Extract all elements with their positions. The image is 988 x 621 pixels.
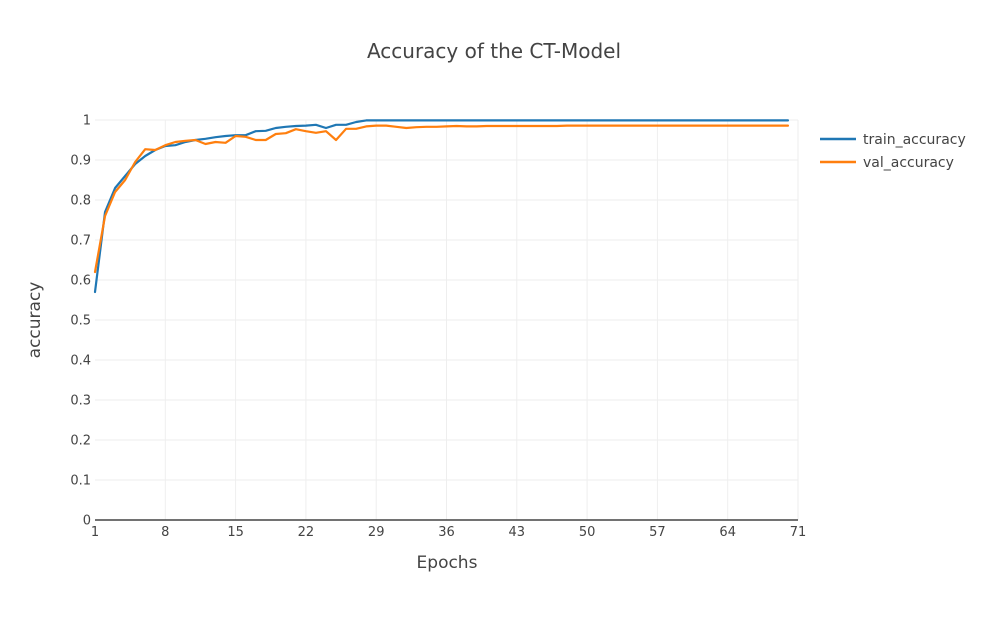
chart-title: Accuracy of the CT-Model: [367, 39, 621, 63]
y-tick-label: 0: [83, 514, 91, 529]
x-tick-label: 22: [298, 525, 315, 540]
series-line-train_accuracy[interactable]: [93, 119, 790, 294]
y-tick-label: 0.6: [70, 274, 91, 289]
legend-item-val_accuracy[interactable]: val_accuracy: [820, 155, 954, 171]
legend[interactable]: train_accuracy val_accuracy: [820, 132, 966, 171]
x-tick-label: 1: [91, 525, 99, 540]
y-tick-label: 0.2: [70, 434, 91, 449]
x-tick-label: 64: [719, 525, 736, 540]
y-tick-label: 0.8: [70, 194, 91, 209]
x-tick-label: 57: [649, 525, 666, 540]
x-tick-label: 43: [509, 525, 526, 540]
y-tick-label: 0.1: [70, 474, 91, 489]
y-tick-label: 1: [83, 114, 91, 129]
x-tick-label: 50: [579, 525, 596, 540]
y-axis-title: accuracy: [25, 282, 45, 359]
legend-label: val_accuracy: [863, 155, 954, 171]
y-tick-label: 0.5: [70, 314, 91, 329]
grid-layer: [95, 119, 799, 520]
x-tick-label: 8: [161, 525, 169, 540]
axis-layer: 1 8 15 22 29 36 43 50 57 64 71 0 0.1 0.2 0.3 0.4 0.5 0.6 0…: [70, 114, 806, 541]
x-tick-label: 36: [438, 525, 455, 540]
legend-item-train_accuracy[interactable]: train_accuracy: [820, 132, 966, 148]
x-tick-label: 15: [227, 525, 244, 540]
y-tick-label: 0.3: [70, 394, 91, 409]
series-layer: [93, 119, 790, 294]
x-tick-label: 71: [790, 525, 807, 540]
y-tick-label: 0.9: [70, 154, 91, 169]
x-tick-label: 29: [368, 525, 385, 540]
legend-label: train_accuracy: [863, 132, 966, 148]
series-line-val_accuracy[interactable]: [93, 124, 790, 274]
y-tick-label: 0.4: [70, 354, 91, 369]
y-tick-label: 0.7: [70, 234, 91, 249]
x-axis-title: Epochs: [417, 553, 478, 573]
